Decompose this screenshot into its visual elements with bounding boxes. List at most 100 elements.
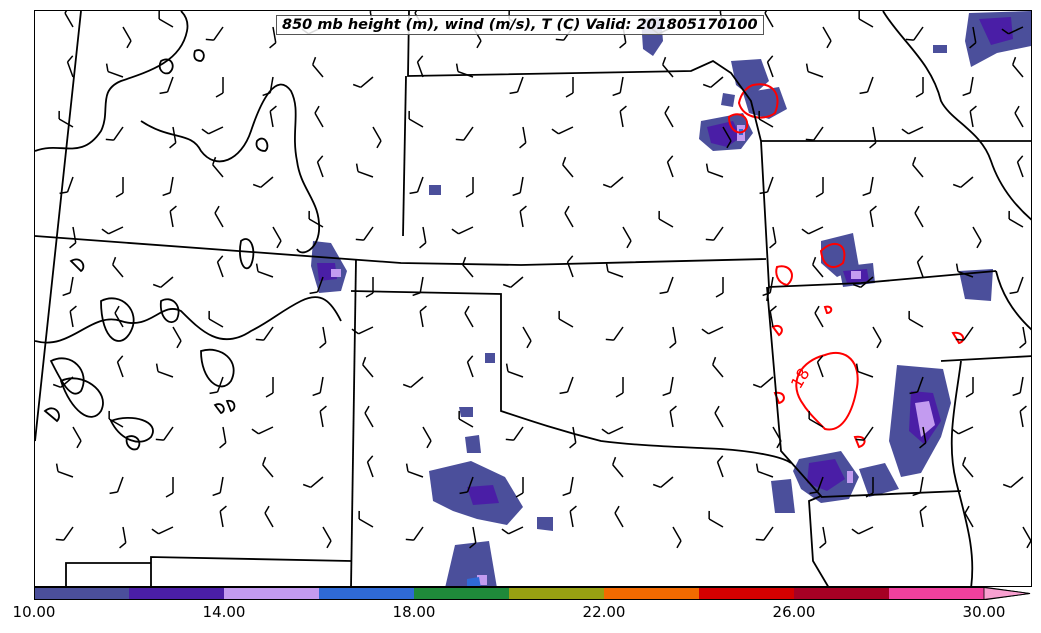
wind-barb — [114, 305, 124, 328]
wind-barb — [419, 305, 427, 328]
wind-barb — [412, 276, 424, 297]
wind-barb — [169, 205, 177, 228]
wind-barb — [515, 477, 524, 498]
wind-barb — [312, 376, 324, 397]
wind-barb — [769, 305, 777, 328]
wind-barb — [362, 356, 374, 378]
wind-barb — [865, 477, 874, 498]
wind-barb — [622, 226, 632, 249]
wind-barb — [605, 263, 624, 278]
wind-barb — [662, 56, 674, 78]
wind-barb — [522, 326, 532, 349]
wind-barb — [69, 226, 77, 249]
wind-barb — [564, 205, 574, 228]
wind-barb — [819, 526, 827, 549]
wind-barb — [214, 205, 224, 228]
wind-barb — [909, 376, 924, 395]
wind-barb — [466, 355, 474, 378]
wind-barb — [155, 363, 174, 378]
wind-barb — [569, 505, 577, 528]
wind-barb — [408, 110, 424, 128]
wind-barb — [464, 305, 474, 328]
wind-barb — [122, 26, 132, 49]
wind-barb — [612, 76, 624, 97]
wind-barb — [702, 76, 724, 88]
wind-barb — [314, 105, 324, 128]
wind-barb — [812, 256, 824, 278]
wind-barb — [869, 126, 877, 149]
wind-barb — [1016, 155, 1024, 178]
wind-barb — [358, 510, 374, 528]
wind-barb — [264, 505, 274, 528]
wind-barb — [169, 126, 177, 149]
wind-barb — [919, 505, 927, 528]
wind-barb — [365, 277, 374, 298]
wind-barb — [251, 426, 274, 435]
wind-barb — [755, 526, 774, 541]
wind-barb — [758, 110, 774, 128]
colorbar-label-18: 18.00 — [392, 603, 436, 621]
colorbar-label-10: 10.00 — [12, 603, 56, 621]
wind-barb — [115, 177, 124, 198]
wind-barb — [912, 156, 924, 178]
wind-barb — [158, 11, 174, 28]
map-title: 850 mb height (m), wind (m/s), T (C) Val… — [276, 15, 764, 35]
wind-barb — [119, 526, 127, 549]
wind-barb — [269, 105, 277, 128]
wind-barb — [605, 326, 624, 341]
wind-barb — [559, 376, 574, 395]
wind-barb — [55, 526, 74, 541]
wind-barb — [716, 455, 724, 478]
wind-barb — [66, 55, 74, 78]
wind-barb — [972, 226, 982, 249]
wind-barb — [366, 455, 374, 478]
state-borders — [35, 11, 1031, 586]
wind-barb — [755, 463, 774, 478]
wind-barb — [615, 377, 624, 398]
wind-barb — [59, 176, 74, 195]
wind-barb — [55, 463, 74, 478]
wind-barb — [915, 77, 924, 98]
wind-barb — [914, 205, 924, 228]
wind-barb — [566, 255, 574, 278]
wind-barb — [712, 356, 724, 378]
wind-barb — [405, 463, 424, 478]
wind-barb — [862, 176, 874, 197]
wind-barb — [419, 226, 427, 249]
wind-barb — [212, 156, 224, 178]
wind-barb — [1019, 326, 1027, 349]
wind-barb — [519, 126, 527, 149]
wind-barb — [519, 205, 527, 228]
wind-barb — [955, 263, 974, 278]
colorbar-segment — [794, 587, 889, 600]
wind-barb — [308, 210, 324, 228]
wind-barb — [969, 26, 977, 49]
wind-barb — [869, 205, 877, 228]
wind-barb — [666, 155, 674, 178]
wind-barb — [272, 226, 282, 249]
wind-barb — [858, 11, 874, 28]
wind-barb — [502, 276, 524, 288]
wind-barb — [212, 476, 224, 497]
wind-barb — [558, 310, 574, 328]
colorbar-segment — [699, 587, 794, 600]
colorbar — [34, 587, 1031, 600]
wind-barb — [562, 476, 574, 497]
wind-barb — [1009, 276, 1024, 295]
colorbar-segment — [224, 587, 319, 600]
wind-barb — [469, 526, 477, 549]
wind-barb — [855, 363, 874, 378]
colorbar-segment — [129, 587, 224, 600]
wind-barb — [1002, 476, 1024, 488]
wind-barb — [955, 326, 974, 341]
wind-barb — [851, 526, 874, 535]
colorbar-segment — [604, 587, 699, 600]
wind-barb — [372, 126, 382, 149]
wind-barb — [459, 476, 474, 495]
wind-barb — [662, 376, 674, 397]
colorbar-outline — [34, 587, 1031, 600]
wind-barb — [302, 476, 324, 488]
wind-barb — [808, 410, 824, 428]
wind-barb — [109, 476, 124, 495]
wind-barb — [852, 276, 874, 288]
